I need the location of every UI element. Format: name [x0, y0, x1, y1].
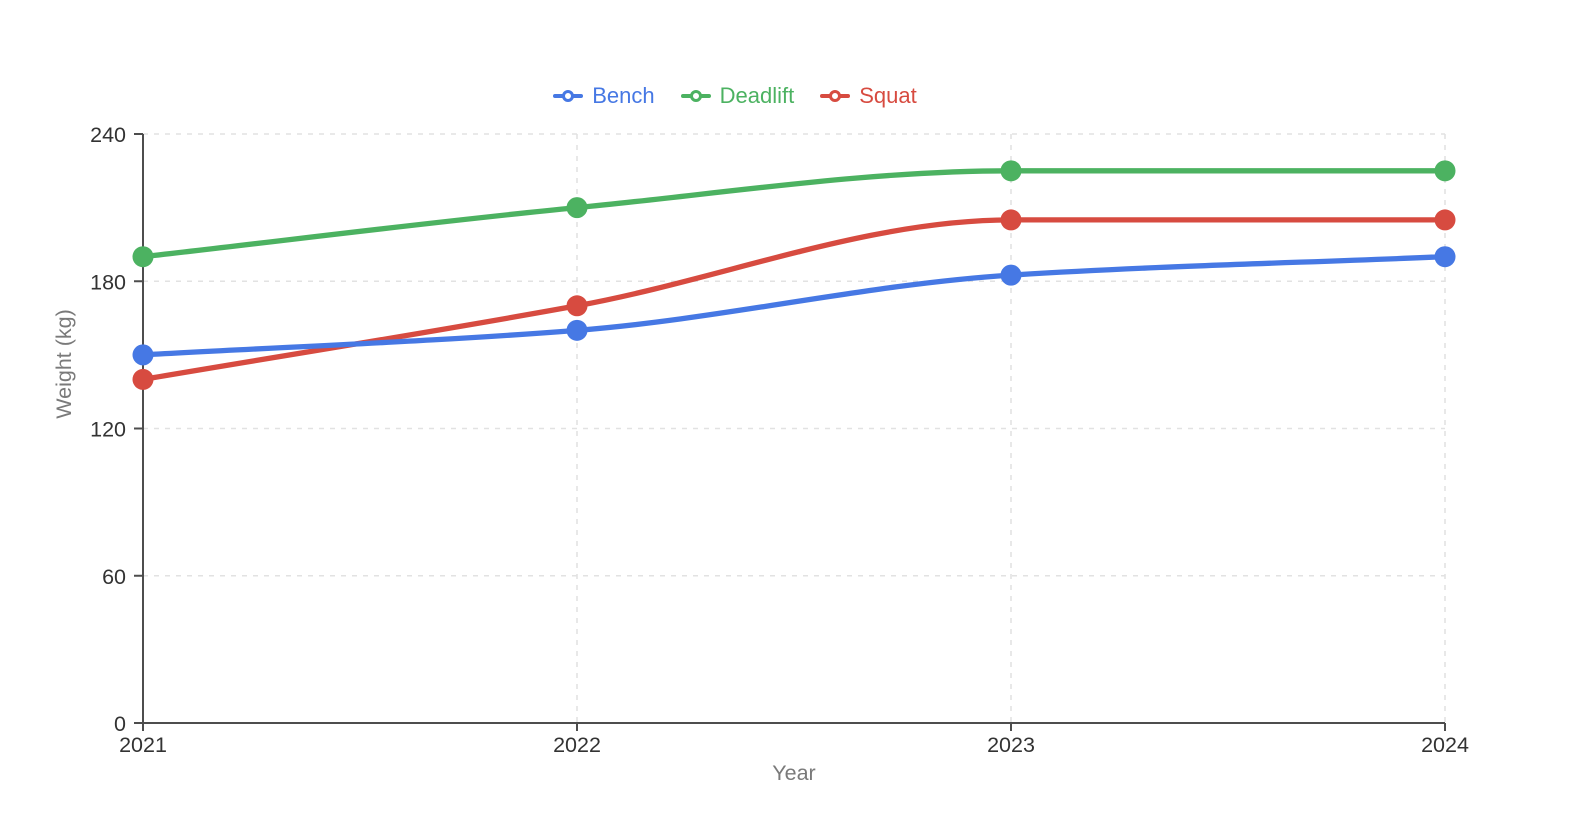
y-tick-label: 0: [114, 712, 126, 736]
y-axis-title: Weight (kg): [52, 309, 76, 419]
y-tick-label: 240: [90, 123, 126, 147]
tick-labels: 0 60 120 180 240 2021 2022 2023 2024: [90, 123, 1469, 757]
legend-line-marker-icon: [680, 90, 711, 102]
x-tick-label: 2023: [987, 733, 1035, 757]
x-tick-label: 2022: [553, 733, 601, 757]
data-point-squat-2022[interactable]: [566, 295, 588, 317]
axes: [134, 133, 1446, 731]
x-tick-label: 2024: [1421, 733, 1469, 757]
x-tick-label: 2021: [119, 733, 167, 757]
data-point-squat-2023[interactable]: [1000, 209, 1022, 231]
legend-ring-icon: [562, 90, 575, 102]
series-points: [132, 160, 1456, 390]
legend-line-marker-icon: [553, 90, 584, 102]
legend-ring-icon: [829, 90, 842, 102]
y-tick-label: 60: [102, 565, 126, 589]
data-point-deadlift-2023[interactable]: [1000, 160, 1022, 182]
data-point-bench-2024[interactable]: [1434, 246, 1456, 268]
data-point-bench-2021[interactable]: [132, 344, 154, 366]
legend-item-deadlift[interactable]: Deadlift: [680, 83, 795, 108]
legend-ring-icon: [689, 90, 702, 102]
legend-item-bench[interactable]: Bench: [553, 83, 655, 108]
legend-label: Bench: [592, 83, 655, 108]
data-point-squat-2024[interactable]: [1434, 209, 1456, 231]
series-lines: [140, 168, 1448, 383]
series-line-deadlift: [140, 168, 1448, 260]
legend-label: Squat: [859, 83, 917, 108]
data-point-bench-2022[interactable]: [566, 319, 588, 341]
data-point-squat-2021[interactable]: [132, 368, 154, 390]
data-point-deadlift-2022[interactable]: [566, 197, 588, 219]
legend-label: Deadlift: [719, 83, 795, 108]
y-tick-label: 180: [90, 270, 126, 294]
legend-item-squat[interactable]: Squat: [820, 85, 917, 107]
chart-legend: Bench Deadlift Squat: [0, 85, 1470, 107]
data-point-deadlift-2021[interactable]: [132, 246, 154, 268]
legend-line-marker-icon: [820, 90, 851, 102]
data-point-bench-2023[interactable]: [1000, 264, 1022, 286]
y-tick-label: 120: [90, 418, 126, 442]
x-axis-title: Year: [772, 761, 815, 785]
series-line-bench: [140, 254, 1448, 358]
data-point-deadlift-2024[interactable]: [1434, 160, 1456, 182]
gridlines: [143, 133, 1446, 723]
